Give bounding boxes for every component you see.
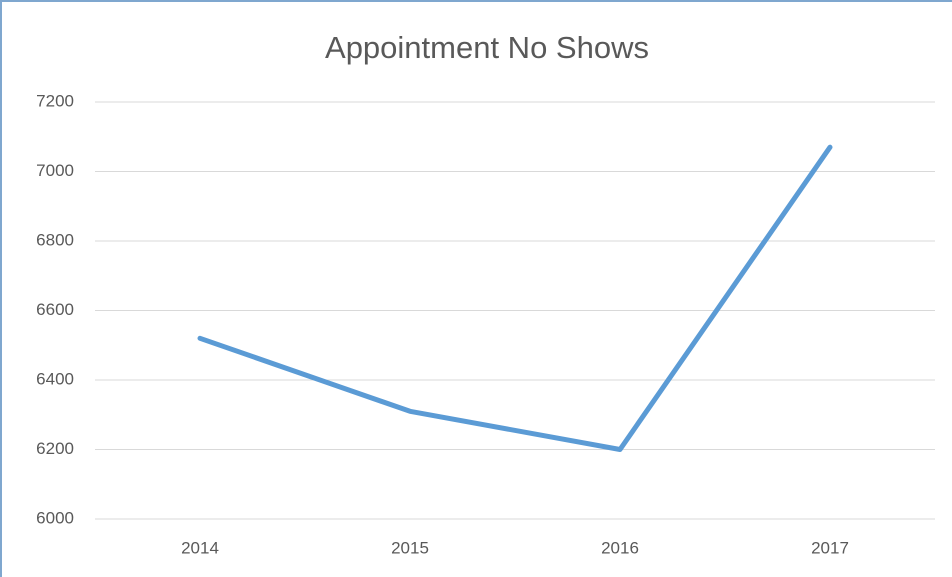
- y-tick-label: 6000: [36, 508, 74, 527]
- x-tick-label: 2016: [601, 538, 639, 557]
- y-tick-label: 7200: [36, 91, 74, 110]
- y-tick-label: 7000: [36, 161, 74, 180]
- y-tick-label: 6800: [36, 230, 74, 249]
- y-tick-label: 6200: [36, 439, 74, 458]
- chart-title: Appointment No Shows: [325, 30, 649, 65]
- y-tick-label: 6600: [36, 300, 74, 319]
- x-tick-label: 2017: [811, 538, 849, 557]
- y-tick-label: 6400: [36, 369, 74, 388]
- series-line: [197, 144, 833, 452]
- x-tick-label: 2014: [181, 538, 219, 557]
- x-tick-label: 2015: [391, 538, 429, 557]
